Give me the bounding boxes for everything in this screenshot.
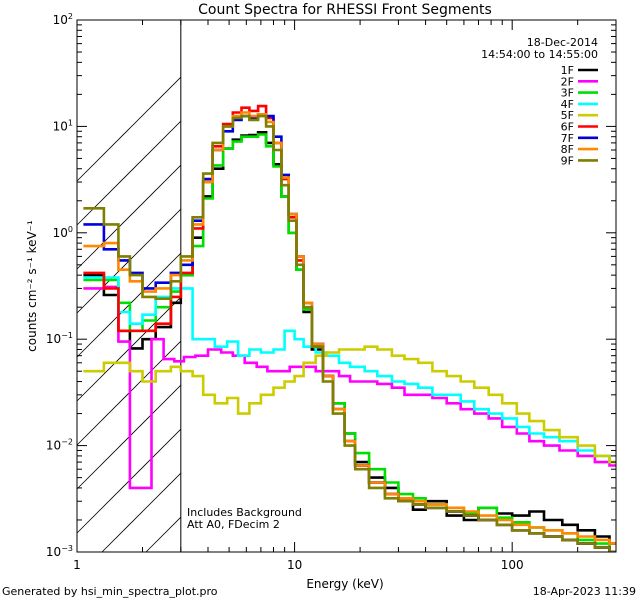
legend-label-8F: 8F (561, 143, 574, 156)
legend-label-2F: 2F (561, 75, 574, 88)
x-tick-label: 10 (287, 558, 302, 572)
x-axis-label: Energy (keV) (306, 577, 383, 591)
series-line-5F (83, 345, 616, 464)
y-tick-label: 100 (53, 225, 73, 240)
legend-label-9F: 9F (561, 154, 574, 167)
legend-label-6F: 6F (561, 121, 574, 134)
annotation-attenuator: Att A0, FDecim 2 (187, 518, 280, 531)
hatch-line (145, 516, 182, 553)
series-line-7F (83, 113, 616, 552)
series-line-2F (83, 285, 616, 490)
y-tick-label: 10−2 (46, 438, 73, 453)
series-group (83, 104, 616, 552)
footer-timestamp: 18-Apr-2023 11:39 (533, 585, 636, 598)
series-line-8F (83, 111, 616, 545)
series-line-4F (83, 276, 616, 464)
legend-label-3F: 3F (561, 87, 574, 100)
y-tick-label: 102 (53, 12, 73, 27)
x-tick-label: 100 (501, 558, 524, 572)
legend-label-4F: 4F (561, 98, 574, 111)
x-tick-label: 1 (73, 558, 81, 572)
plot-frame (76, 19, 617, 553)
footer-generated-by: Generated by hsi_min_spectra_plot.pro (2, 585, 218, 598)
series-line-6F (83, 104, 616, 552)
plot-time-range: 14:54:00 to 14:55:00 (481, 48, 598, 61)
legend-label-5F: 5F (561, 109, 574, 122)
series-line-9F (83, 114, 616, 552)
annotation-background: Includes Background (187, 506, 302, 519)
y-tick-label: 101 (53, 118, 73, 133)
legend-label-1F: 1F (561, 64, 574, 77)
hatch-line (101, 472, 182, 553)
plot-date: 18-Dec-2014 (527, 36, 598, 49)
y-tick-label: 10−3 (46, 544, 73, 559)
y-tick-label: 10−1 (46, 331, 73, 346)
hatch-line (76, 76, 182, 182)
x-axis-ticks: 1 10 100 (73, 20, 617, 572)
hatch-line (76, 164, 182, 270)
legend-label-7F: 7F (561, 132, 574, 145)
y-axis-label: counts cm⁻² s⁻¹ keV⁻¹ (25, 220, 39, 352)
chart-title: Count Spectra for RHESSI Front Segments (198, 2, 492, 18)
y-axis-ticks: 10−3 10−2 10−1 100 101 102 (46, 12, 616, 559)
